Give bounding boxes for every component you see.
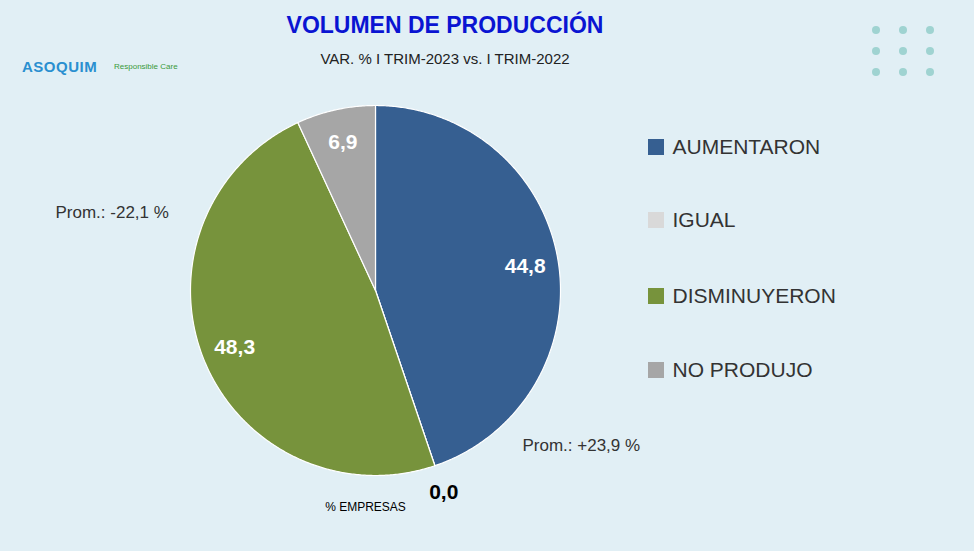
svg-text:Prom.: -22,1 %: Prom.: -22,1 %	[56, 203, 169, 222]
svg-text:% EMPRESAS: % EMPRESAS	[325, 500, 406, 514]
svg-text:6,9: 6,9	[328, 130, 357, 153]
svg-text:48,3: 48,3	[214, 335, 255, 358]
svg-text:DISMINUYERON: DISMINUYERON	[673, 284, 836, 307]
svg-text:0,0: 0,0	[429, 480, 458, 503]
svg-text:AUMENTARON: AUMENTARON	[673, 135, 821, 158]
html-text:Responsible Care: Responsible Care	[114, 62, 178, 71]
html-text:ASOQUIM: ASOQUIM	[22, 58, 98, 75]
html-text:VAR. % I TRIM-2023 vs. I TRIM-: VAR. % I TRIM-2023 vs. I TRIM-2022	[320, 50, 570, 67]
svg-text:Prom.: +23,9 %: Prom.: +23,9 %	[523, 436, 641, 455]
svg-text:44,8: 44,8	[505, 254, 546, 277]
svg-text:IGUAL: IGUAL	[673, 208, 736, 231]
svg-text:NO PRODUJO: NO PRODUJO	[673, 358, 813, 381]
html-text:VOLUMEN DE PRODUCCIÓN: VOLUMEN DE PRODUCCIÓN	[286, 12, 604, 38]
